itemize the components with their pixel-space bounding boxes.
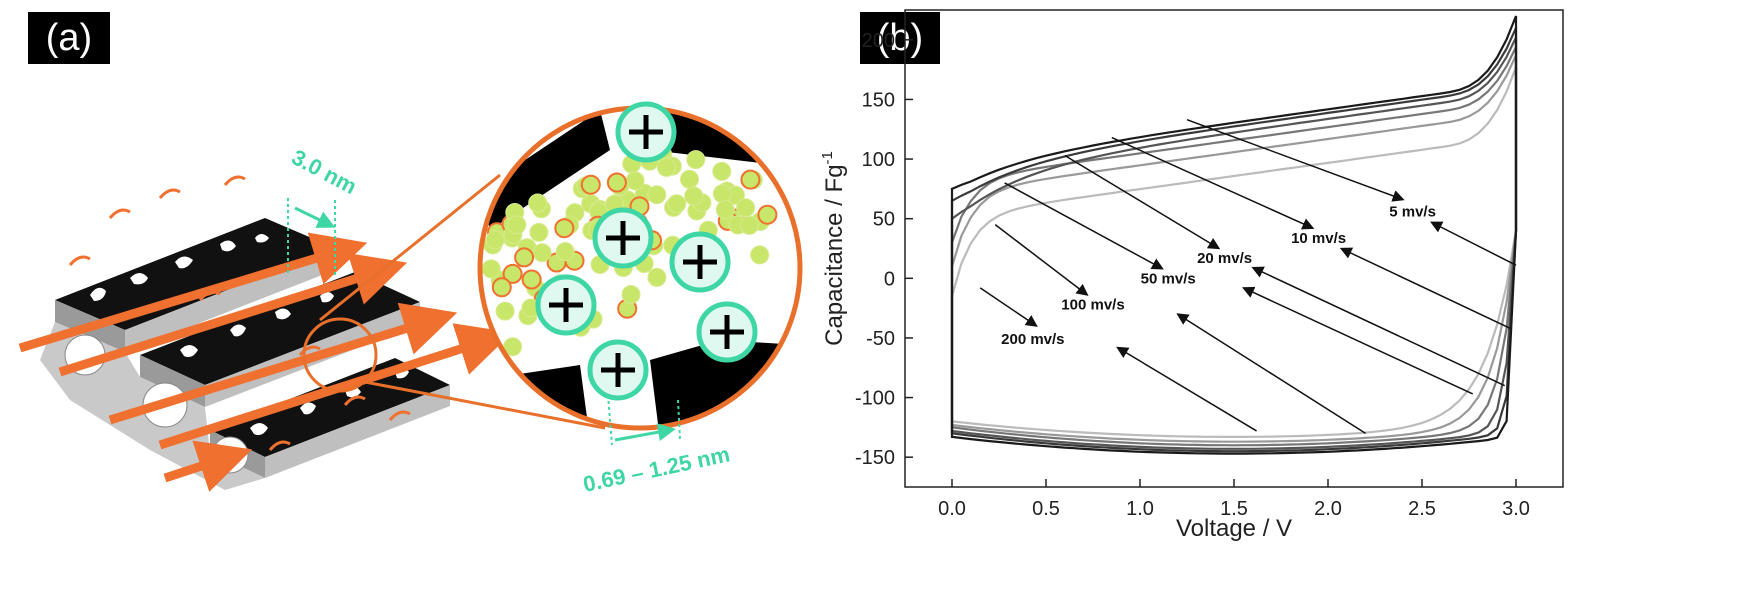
svg-text:Capacitance / Fg-1: Capacitance / Fg-1 xyxy=(819,151,848,346)
scan-rate-label: 5 mv/s xyxy=(1389,204,1436,221)
electrolyte-molecule xyxy=(485,230,505,250)
y-tick-label: 150 xyxy=(862,89,895,111)
electrolyte-molecule xyxy=(532,243,552,263)
electrolyte-molecule xyxy=(502,263,523,284)
electrolyte-molecule xyxy=(507,215,527,235)
electrolyte-molecule xyxy=(491,277,512,298)
cation-ions xyxy=(535,101,758,401)
annotation-arrow xyxy=(1004,182,1164,270)
y-axis-label-superscript: -1 xyxy=(819,151,836,164)
y-tick-label: -150 xyxy=(855,447,895,469)
annotation-arrow xyxy=(1186,119,1405,202)
scan-rate-label: 50 mv/s xyxy=(1141,270,1196,287)
electrolyte-molecule xyxy=(712,161,732,181)
panel-a-tag: (a) xyxy=(28,12,110,64)
electrolyte-molecule xyxy=(555,242,575,262)
annotation-arrow xyxy=(1176,313,1367,434)
y-tick-label: 200 xyxy=(862,30,895,52)
ion-arcs xyxy=(68,175,411,451)
electrolyte-molecule xyxy=(647,185,667,205)
annotation-arrow xyxy=(1430,221,1517,266)
electrolyte-molecule xyxy=(684,186,704,206)
electrolyte-molecule xyxy=(667,194,687,214)
annotation-arrow xyxy=(994,224,1089,296)
y-tick-label: -100 xyxy=(855,388,895,410)
electrolyte-molecule xyxy=(529,222,549,242)
cation-icon xyxy=(615,101,677,163)
cv-curve-5-mv-s xyxy=(950,15,1518,455)
scan-rate-label: 10 mv/s xyxy=(1291,230,1346,247)
cation-icon xyxy=(587,339,649,401)
electrolyte-molecule xyxy=(514,247,535,268)
electrolyte-molecule xyxy=(647,267,667,287)
x-tick-label: 0.0 xyxy=(938,498,966,520)
annotation-arrow xyxy=(1064,154,1221,250)
x-tick-label: 1.0 xyxy=(1126,498,1154,520)
annotation-arrow xyxy=(979,287,1038,327)
annotation-arrow xyxy=(1242,286,1474,395)
electrolyte-molecule xyxy=(528,193,548,213)
annotation-arrow xyxy=(1251,266,1506,387)
y-tick-label: 100 xyxy=(862,149,895,171)
electrolyte-molecule xyxy=(715,200,735,220)
x-tick-label: 0.5 xyxy=(1032,498,1060,520)
electrolyte-molecule xyxy=(503,337,523,357)
ticks: 0.0 0.5 1.0 1.5 2.0 2.5 3.0 -150 -100 -50 0 50 100 15… xyxy=(855,30,1530,520)
scan-rate-label: 200 mv/s xyxy=(1001,331,1064,348)
y-axis-label: Capacitance / Fg xyxy=(821,164,848,345)
cation-icon xyxy=(696,301,758,363)
annotation-arrow xyxy=(1116,346,1257,432)
panel-b-tag: (b) xyxy=(860,12,940,64)
annotation-arrow xyxy=(1339,247,1511,330)
electrolyte-molecule xyxy=(657,157,676,177)
electrolyte-molecule xyxy=(740,169,761,190)
electrolyte-molecule xyxy=(686,150,706,170)
zoom-source-circle xyxy=(302,317,378,393)
electrolyte-molecule xyxy=(554,218,575,239)
x-tick-label: 2.5 xyxy=(1408,498,1436,520)
electrolyte-molecule xyxy=(606,172,627,193)
plot-area xyxy=(904,9,1564,488)
electrolyte-molecule xyxy=(736,198,756,218)
scan-rate-label: 20 mv/s xyxy=(1197,250,1252,267)
scan-rate-annotations: 5 mv/s 10 mv/s 20 mv/s50 mv/s 100 mv/s 200 m… xyxy=(979,119,1517,434)
y-tick-label: 50 xyxy=(873,209,895,231)
x-tick-label: 1.5 xyxy=(1220,498,1248,520)
plot-border xyxy=(904,9,1564,488)
ion-flow-arrows xyxy=(18,232,513,492)
electrolyte-molecule xyxy=(521,269,542,290)
electrolyte-molecule xyxy=(495,301,515,321)
scan-rate-label: 100 mv/s xyxy=(1061,297,1124,314)
y-tick-label: 0 xyxy=(884,268,895,290)
electrolyte-molecule xyxy=(757,204,778,225)
porous-carbon-schematic: 3.0 nm 0.69 – 1.25 nm xyxy=(18,101,803,497)
y-tick-label: -50 xyxy=(866,328,895,350)
x-tick-label: 2.0 xyxy=(1314,498,1342,520)
cation-icon xyxy=(592,207,654,269)
electrolyte-molecule xyxy=(750,245,770,265)
electrolyte-molecule xyxy=(580,174,601,195)
cv-curve-10-mv-s xyxy=(950,27,1518,453)
cv-curves xyxy=(950,15,1518,455)
electrolyte-molecule xyxy=(621,285,641,304)
y-axis-label-group: Capacitance / Fg-1 xyxy=(819,151,848,346)
zoomed-pore xyxy=(477,101,803,431)
cation-icon xyxy=(535,274,597,336)
x-tick-label: 3.0 xyxy=(1502,498,1530,520)
cv-curve-50-mv-s xyxy=(950,46,1518,447)
annotation-arrow xyxy=(1111,136,1315,230)
cation-icon xyxy=(669,231,731,293)
x-axis-label: Voltage / V xyxy=(1176,515,1292,542)
